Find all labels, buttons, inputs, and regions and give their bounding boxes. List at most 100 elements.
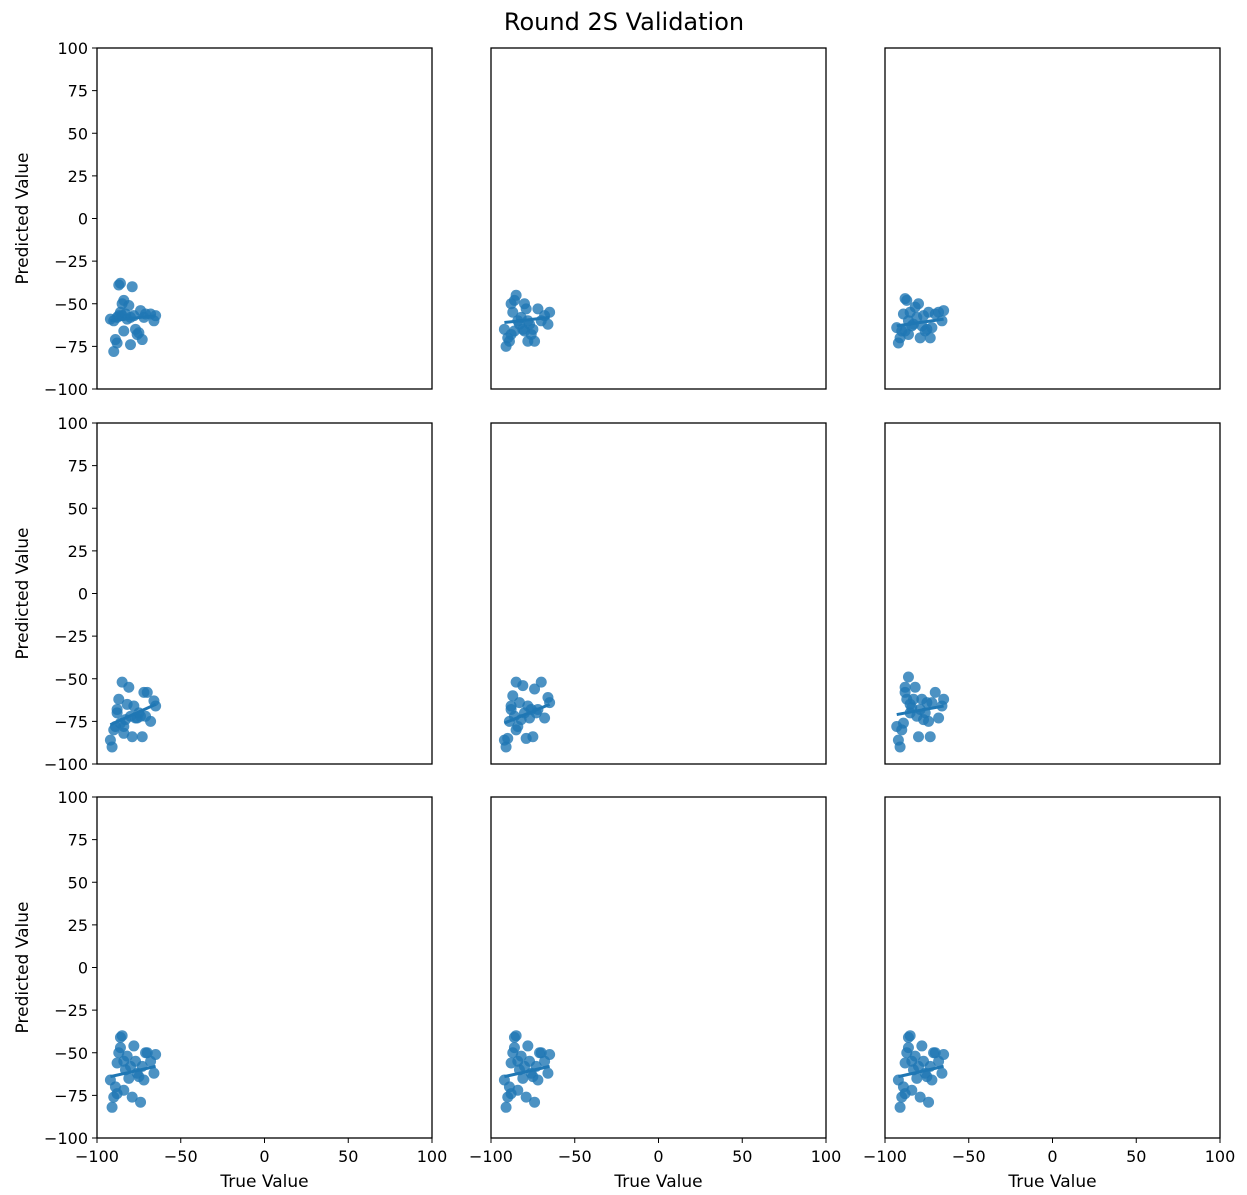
scatter-point [126, 1091, 138, 1103]
regression-line [898, 1064, 944, 1079]
regression-line [109, 702, 157, 727]
subplot-3 [884, 47, 1221, 390]
scatter-point [904, 698, 916, 710]
scatter-point [544, 1048, 556, 1060]
scatter-point [507, 690, 519, 702]
y-tick-label: 25 [68, 167, 88, 186]
scatter-point [542, 318, 554, 330]
scatter-point [517, 680, 529, 692]
scatter-point [897, 717, 909, 729]
scatter-point [114, 1042, 126, 1054]
scatter-point [128, 1040, 140, 1052]
scatter-point [929, 686, 941, 698]
x-tick-label: 100 [1205, 1147, 1236, 1166]
scatter-point [904, 1030, 916, 1042]
scatter-point [938, 693, 950, 705]
scatter-point [535, 676, 547, 688]
scatter-point [909, 1050, 921, 1062]
scatter-point [513, 697, 525, 709]
scatter-point [135, 1096, 147, 1108]
scatter-point [510, 724, 522, 736]
scatter-point [111, 1057, 123, 1069]
scatter-point [924, 731, 936, 743]
scatter-point [508, 1042, 520, 1054]
scatter-point [106, 741, 118, 753]
y-tick-label: 0 [78, 585, 88, 604]
y-tick-label: 0 [78, 210, 88, 229]
scatter-point [532, 303, 544, 315]
scatter-point [894, 741, 906, 753]
x-axis-label: True Value [613, 1172, 702, 1192]
scatter-point [126, 281, 138, 293]
scatter-point [505, 298, 517, 310]
regression-line [110, 314, 156, 323]
x-tick-label: 0 [1047, 1147, 1057, 1166]
subplot-9: −100 −50 0 50 100 True Value [863, 796, 1236, 1192]
scatter-point [118, 325, 130, 337]
scatter-point [929, 1047, 941, 1059]
scatter-point [502, 732, 514, 744]
scatter-point [500, 741, 512, 753]
axes-frame [884, 796, 1221, 1139]
scatter-point [520, 303, 532, 315]
y-tick-label: −25 [54, 252, 88, 271]
scatter-point [539, 712, 551, 724]
scatter-point [936, 1067, 948, 1079]
scatter-point [914, 1091, 926, 1103]
x-tick-label: 50 [1126, 1147, 1146, 1166]
scatter-point [902, 328, 914, 340]
regression-line [896, 317, 944, 328]
y-tick-label: 0 [78, 959, 88, 978]
x-tick-label: 0 [259, 1147, 269, 1166]
scatter-point [113, 693, 125, 705]
axes-frame [884, 422, 1221, 765]
subplot-8: −100 −50 0 50 100 True Value [469, 796, 841, 1192]
scatter-point [529, 335, 541, 347]
scatter-point [118, 1084, 130, 1096]
y-tick-label: −75 [54, 712, 88, 731]
y-tick-label: −25 [54, 1001, 88, 1020]
scatter-point [902, 671, 914, 683]
scatter-point [926, 1074, 938, 1086]
scatter-point [894, 1101, 906, 1113]
y-tick-label: 75 [68, 831, 88, 850]
scatter-point [911, 1072, 923, 1084]
regression-line [110, 1064, 156, 1079]
x-tick-label: 0 [653, 1147, 663, 1166]
scatter-point [123, 681, 135, 693]
y-tick-label: 25 [68, 542, 88, 561]
y-tick-label: 100 [57, 788, 88, 807]
subplot-2 [490, 47, 827, 390]
scatter-point [510, 1030, 522, 1042]
scatter-point [125, 339, 136, 351]
scatter-point [121, 1050, 133, 1062]
axes-frame [490, 47, 827, 390]
scatter-point [529, 1096, 541, 1108]
scatter-point [938, 305, 950, 317]
scatter-point [527, 323, 539, 335]
scatter-point [123, 299, 135, 311]
scatter-point [118, 720, 130, 732]
scatter-point [136, 334, 148, 346]
y-axis-label: Predicted Value [13, 528, 33, 660]
regression-line [504, 315, 550, 324]
x-tick-label: −100 [469, 1147, 513, 1166]
y-tick-label: −50 [54, 295, 88, 314]
scatter-point [535, 1047, 547, 1059]
x-axis-label: True Value [219, 1172, 308, 1192]
subplot-6 [884, 422, 1221, 765]
scatter-point [923, 715, 935, 727]
scatter-point [508, 325, 520, 337]
scatter-point [113, 279, 125, 291]
scatter-point [150, 1048, 162, 1060]
scatter-point [145, 715, 157, 727]
y-axis-label: Predicted Value [13, 902, 33, 1034]
y-tick-label: 50 [68, 124, 88, 143]
scatter-point [906, 1084, 918, 1096]
scatter-point [136, 731, 148, 743]
scatter-point [512, 1084, 524, 1096]
scatter-point [500, 1101, 512, 1113]
scatter-point [111, 337, 123, 349]
